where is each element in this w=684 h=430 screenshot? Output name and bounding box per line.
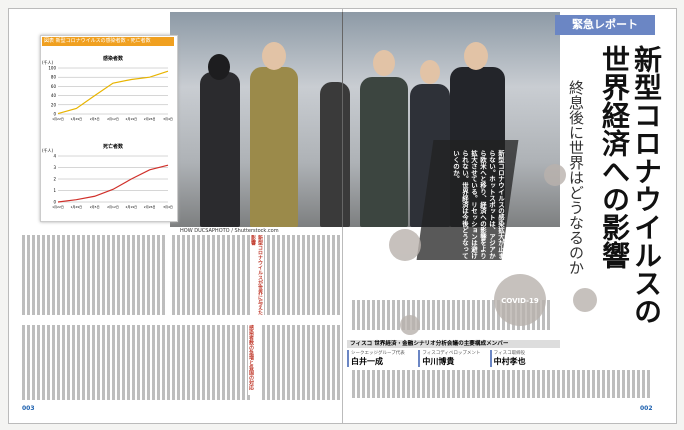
x-tick-label: 1月22日: [52, 117, 64, 121]
member: シークエッジグループ代表 白井一成: [347, 350, 414, 367]
x-tick-label: 2月5日: [90, 117, 100, 121]
lead: 新型コロナウイルスの感染拡大が止まらない。ホットスポットは、アジアから欧米へと移…: [452, 150, 505, 259]
unit-label: (千人): [42, 147, 54, 153]
y-tick-label: 20: [51, 102, 57, 107]
member: フィスコディベロップメント 中川博貴: [418, 350, 485, 367]
x-tick-label: 1月29日: [70, 117, 82, 121]
x-tick-label: 3月4日: [163, 205, 173, 209]
sidebar-heading: 感染者数の急増と各国の対応: [248, 325, 255, 395]
photo-credit: HOW DUCSAPHOTO / Shutterstock.com: [180, 228, 279, 234]
members-heading: フィスコ 世界経済・金融シナリオ分析会議の主要構成メンバー: [347, 340, 560, 348]
x-tick-label: 2月5日: [90, 205, 100, 209]
member-role: フィスコ取締役: [493, 351, 526, 356]
body-text: [262, 325, 340, 400]
section-label: 緊急レポート: [555, 15, 655, 35]
body-text: [20, 325, 250, 400]
x-tick-label: 1月22日: [52, 205, 64, 209]
y-tick-label: 3: [53, 165, 56, 170]
x-tick-label: 2月26日: [144, 117, 156, 121]
y-tick-label: 2: [53, 177, 56, 182]
member-name: 白井一成: [351, 357, 383, 366]
y-tick-label: 1: [53, 188, 56, 193]
y-tick-label: 100: [48, 66, 56, 71]
member-name: 中川博貴: [422, 357, 455, 366]
x-tick-label: 1月29日: [70, 205, 82, 209]
virus-label: COVID-19: [501, 297, 539, 305]
x-tick-label: 2月12日: [107, 117, 119, 121]
chart-title: 死亡者数: [103, 143, 124, 150]
member-name: 中村孝也: [493, 357, 526, 366]
line: [57, 70, 169, 115]
y-tick-label: 60: [51, 84, 57, 89]
virus-art: COVID-19: [389, 164, 597, 335]
page-number: 003: [22, 405, 35, 412]
x-tick-label: 2月26日: [144, 205, 156, 209]
x-tick-label: 2月19日: [125, 205, 137, 209]
member: フィスコ取締役 中村孝也: [489, 350, 557, 367]
y-tick-label: 0: [53, 112, 56, 117]
x-tick-label: 2月19日: [125, 117, 137, 121]
body-text: [350, 370, 650, 398]
member-role: シークエッジグループ代表: [351, 351, 405, 356]
figure-caption: 図表 新型コロナウイルスの感染者数・死亡者数: [42, 37, 174, 46]
y-tick-label: 0: [53, 200, 56, 205]
y-tick-label: 4: [53, 154, 56, 159]
x-tick-label: 2月12日: [107, 205, 119, 209]
line: [57, 164, 169, 203]
x-tick-label: 3月4日: [163, 117, 173, 121]
members: シークエッジグループ代表 白井一成 フィスコディベロップメント 中川博貴 フィスコ取締役…: [347, 350, 557, 367]
chart-title: 感染者数: [103, 55, 124, 62]
y-tick-label: 40: [51, 93, 57, 98]
photo: [170, 12, 560, 227]
body-text: [20, 235, 165, 315]
title: 新型コロナウイルスの世界経済への影響: [598, 45, 663, 325]
y-tick-label: 80: [51, 75, 57, 80]
subtitle: 終息後に世界はどうなるのか: [567, 80, 585, 275]
member-role: フィスコディベロップメント: [422, 351, 481, 356]
sidebar-heading: 新型コロナウイルスが世界に与えた影響: [250, 235, 264, 315]
page-number: 002: [640, 405, 653, 412]
unit-label: (千人): [42, 59, 54, 65]
